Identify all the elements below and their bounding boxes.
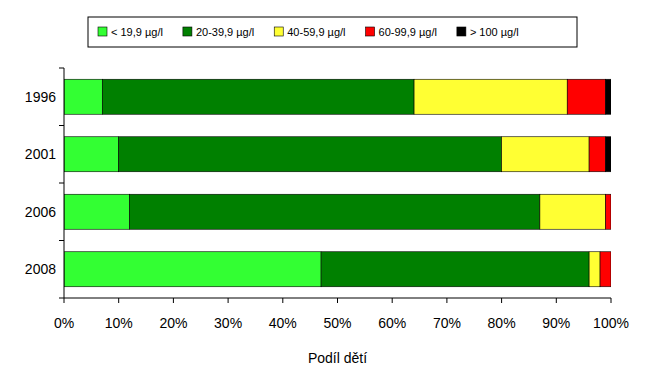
category-label: 2008 bbox=[25, 261, 56, 277]
bar-segment bbox=[567, 79, 605, 114]
legend-box bbox=[88, 17, 577, 47]
x-tick bbox=[282, 298, 283, 303]
bar-segment bbox=[606, 137, 611, 172]
x-tick bbox=[392, 298, 393, 303]
legend-swatch bbox=[183, 27, 192, 36]
category-label: 2001 bbox=[25, 146, 56, 162]
legend-swatch bbox=[274, 27, 283, 36]
bar-segment bbox=[64, 252, 321, 287]
legend-label: 40-59,9 µg/l bbox=[287, 26, 345, 38]
bar-segment bbox=[130, 194, 540, 229]
category-label: 1996 bbox=[25, 89, 56, 105]
legend-swatch bbox=[366, 27, 375, 36]
y-tick bbox=[59, 125, 64, 126]
x-tick bbox=[337, 298, 338, 303]
bar-segment bbox=[414, 79, 567, 114]
bar-segment bbox=[502, 137, 590, 172]
bar-segment bbox=[64, 137, 119, 172]
x-tick-label: 30% bbox=[214, 315, 242, 331]
x-tick-label: 50% bbox=[323, 315, 351, 331]
bar-segment bbox=[589, 252, 600, 287]
legend-label: 60-99,9 µg/l bbox=[379, 26, 437, 38]
legend: < 19,9 µg/l 20-39,9 µg/l 40-59,9 µg/l 60-99… bbox=[88, 17, 577, 47]
x-tick bbox=[118, 298, 119, 303]
bar-segment bbox=[611, 252, 612, 287]
legend-label: 20-39,9 µg/l bbox=[196, 26, 254, 38]
bar-segment bbox=[606, 194, 611, 229]
bar-segment bbox=[600, 252, 611, 287]
x-tick-label: 10% bbox=[105, 315, 133, 331]
x-axis-label: Podíl dětí bbox=[308, 350, 367, 366]
x-tick-label: 70% bbox=[433, 315, 461, 331]
bar-segment bbox=[611, 194, 612, 229]
x-tick-label: 90% bbox=[542, 315, 570, 331]
y-tick bbox=[59, 240, 64, 241]
x-tick bbox=[446, 298, 447, 303]
chart: 1996 2001 2006 2008 0% 10% 20% 30% 40% 50% 60% 70% 8… bbox=[0, 0, 648, 383]
bar-segment bbox=[119, 137, 502, 172]
x-tick-label: 80% bbox=[488, 315, 516, 331]
x-tick bbox=[501, 298, 502, 303]
bar-segment bbox=[606, 79, 611, 114]
bar-segment bbox=[102, 79, 414, 114]
legend-label: > 100 µg/l bbox=[470, 26, 519, 38]
bar-segment bbox=[540, 194, 606, 229]
x-tick-label: 20% bbox=[159, 315, 187, 331]
legend-swatch bbox=[98, 27, 107, 36]
y-tick bbox=[59, 183, 64, 184]
x-tick-label: 60% bbox=[378, 315, 406, 331]
y-tick bbox=[59, 68, 64, 69]
x-tick bbox=[228, 298, 229, 303]
bar-segment bbox=[589, 137, 605, 172]
legend-swatch bbox=[457, 27, 466, 36]
x-tick-label: 100% bbox=[593, 315, 629, 331]
bar-segment bbox=[321, 252, 589, 287]
bar-segment bbox=[64, 79, 102, 114]
category-label: 2006 bbox=[25, 204, 56, 220]
bar-segment bbox=[64, 194, 130, 229]
x-tick bbox=[611, 298, 612, 303]
x-tick bbox=[64, 298, 65, 303]
x-tick bbox=[173, 298, 174, 303]
x-tick-label: 0% bbox=[54, 315, 74, 331]
x-tick bbox=[556, 298, 557, 303]
y-tick bbox=[59, 298, 64, 299]
bars bbox=[64, 79, 611, 287]
legend-label: < 19,9 µg/l bbox=[111, 26, 163, 38]
x-tick-label: 40% bbox=[269, 315, 297, 331]
